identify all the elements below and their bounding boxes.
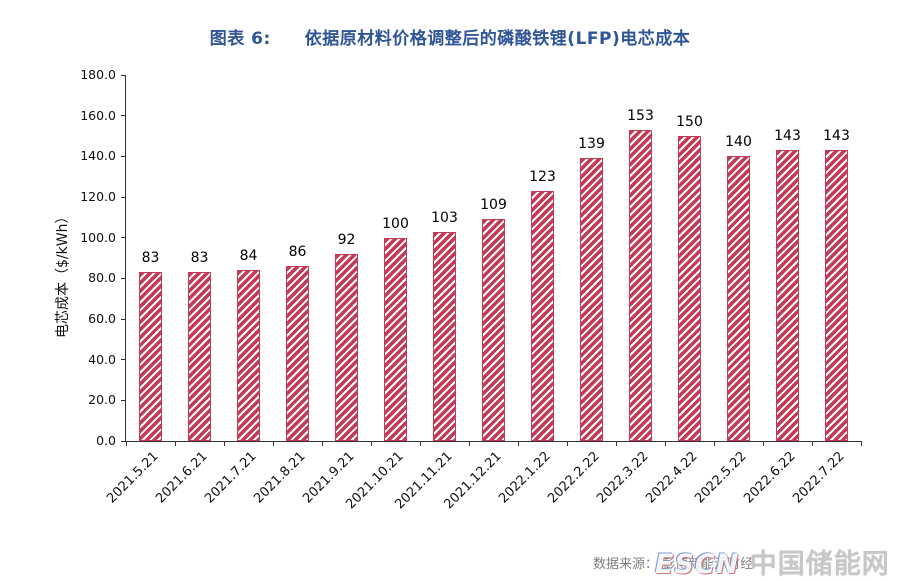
y-tick-mark	[121, 359, 126, 361]
bar	[776, 150, 799, 441]
x-tick-label: 2021.8.21	[250, 449, 309, 507]
bar-value-label: 123	[529, 168, 556, 185]
y-tick-mark	[121, 440, 126, 442]
y-tick-mark	[121, 399, 126, 401]
bar-value-label: 153	[627, 107, 654, 124]
x-tick-mark	[566, 441, 568, 446]
x-tick-label: 2021.7.21	[201, 449, 260, 507]
bar	[335, 253, 358, 441]
x-tick-mark	[664, 441, 666, 446]
bar	[139, 272, 162, 441]
bar-value-label: 140	[725, 134, 752, 151]
bar-value-label: 100	[382, 215, 409, 232]
bar	[727, 156, 750, 441]
x-tick-mark	[517, 441, 519, 446]
bar	[188, 272, 211, 441]
x-tick-mark	[419, 441, 421, 446]
chart-title: 图表 6: 依据原材料价格调整后的磷酸铁锂(LFP)电芯成本	[0, 24, 900, 49]
bar-value-label: 86	[288, 244, 307, 261]
x-tick-label: 2022.2.22	[544, 449, 603, 507]
x-tick-label: 2021.12.21	[440, 449, 505, 513]
x-tick-mark	[713, 441, 715, 446]
plot-area: 0.0 20.0 40.0 60.0 80.0 100.0 120.0 140.0 160.0 1…	[80, 67, 862, 512]
y-tick-label: 140.0	[80, 148, 116, 164]
x-tick-label: 2021.6.21	[152, 449, 211, 507]
x-tick-mark	[223, 441, 225, 446]
y-tick-mark	[121, 318, 126, 320]
y-tick-label: 0.0	[96, 433, 116, 448]
bar-value-label: 150	[676, 114, 703, 130]
escn-watermark: ESCN 中国储能网	[655, 542, 890, 581]
bar	[384, 237, 407, 441]
y-tick-label: 180.0	[80, 67, 116, 82]
y-tick-label: 80.0	[88, 270, 116, 286]
x-tick-label: 2021.9.21	[299, 449, 358, 507]
y-tick-mark	[121, 155, 126, 157]
x-tick-mark	[370, 441, 372, 446]
bar	[531, 190, 554, 441]
y-tick-mark	[121, 237, 126, 239]
x-tick-label: 2022.7.22	[789, 449, 848, 507]
y-tick-label: 160.0	[80, 107, 116, 123]
data-source-value: 彭博新能源财经	[662, 557, 754, 572]
y-tick-label: 40.0	[88, 351, 116, 367]
x-tick-mark	[272, 441, 274, 446]
data-source-label: 数据来源：	[593, 557, 659, 572]
y-tick-mark	[121, 277, 126, 279]
bar	[825, 150, 848, 441]
y-tick-mark	[121, 115, 126, 117]
bar-value-label: 92	[337, 231, 356, 248]
data-source-line: 数据来源： 彭博新能源财经	[593, 553, 753, 572]
bar	[678, 136, 701, 441]
bar-value-label: 83	[141, 250, 160, 267]
bar-value-label: 103	[431, 209, 458, 226]
bar	[580, 158, 603, 441]
x-tick-label: 2022.3.22	[593, 449, 652, 507]
x-tick-mark	[174, 441, 176, 446]
escn-watermark-logo: ESCN	[655, 549, 740, 580]
x-tick-label: 2021.11.21	[391, 449, 456, 513]
x-tick-mark	[615, 441, 617, 446]
x-tick-label: 2022.5.22	[691, 449, 750, 507]
bar-value-label: 143	[774, 128, 801, 145]
x-tick-label: 2022.4.22	[642, 449, 701, 507]
x-tick-mark	[762, 441, 764, 446]
x-tick-label: 2021.10.21	[342, 449, 407, 513]
y-tick-label: 120.0	[80, 189, 116, 204]
y-tick-label: 20.0	[88, 392, 116, 408]
bar	[433, 231, 456, 441]
bar-value-label: 143	[823, 128, 850, 145]
x-tick-label: 2022.6.22	[740, 449, 799, 507]
bar-value-label: 83	[190, 250, 209, 267]
y-tick-mark	[121, 74, 126, 76]
y-tick-label: 60.0	[88, 311, 116, 326]
y-tick-mark	[121, 196, 126, 198]
x-tick-mark	[468, 441, 470, 446]
bar-value-label: 139	[578, 136, 605, 153]
y-tick-label: 100.0	[80, 229, 116, 245]
bar	[286, 266, 309, 441]
bar-value-label: 109	[480, 197, 507, 214]
x-tick-mark	[860, 441, 862, 446]
escn-watermark-text: 中国储能网	[749, 549, 890, 580]
x-tick-mark	[321, 441, 323, 446]
bar	[629, 129, 652, 441]
bar-value-label: 84	[239, 248, 258, 265]
chart-title-text: 依据原材料价格调整后的磷酸铁锂(LFP)电芯成本	[304, 29, 691, 49]
x-tick-label: 2021.5.21	[103, 449, 162, 507]
x-tick-mark	[811, 441, 813, 446]
chart-title-prefix: 图表 6:	[209, 29, 271, 49]
bar	[482, 219, 505, 441]
x-tick-mark	[125, 441, 127, 446]
x-tick-label: 2022.1.22	[495, 449, 554, 507]
bar	[237, 270, 260, 441]
